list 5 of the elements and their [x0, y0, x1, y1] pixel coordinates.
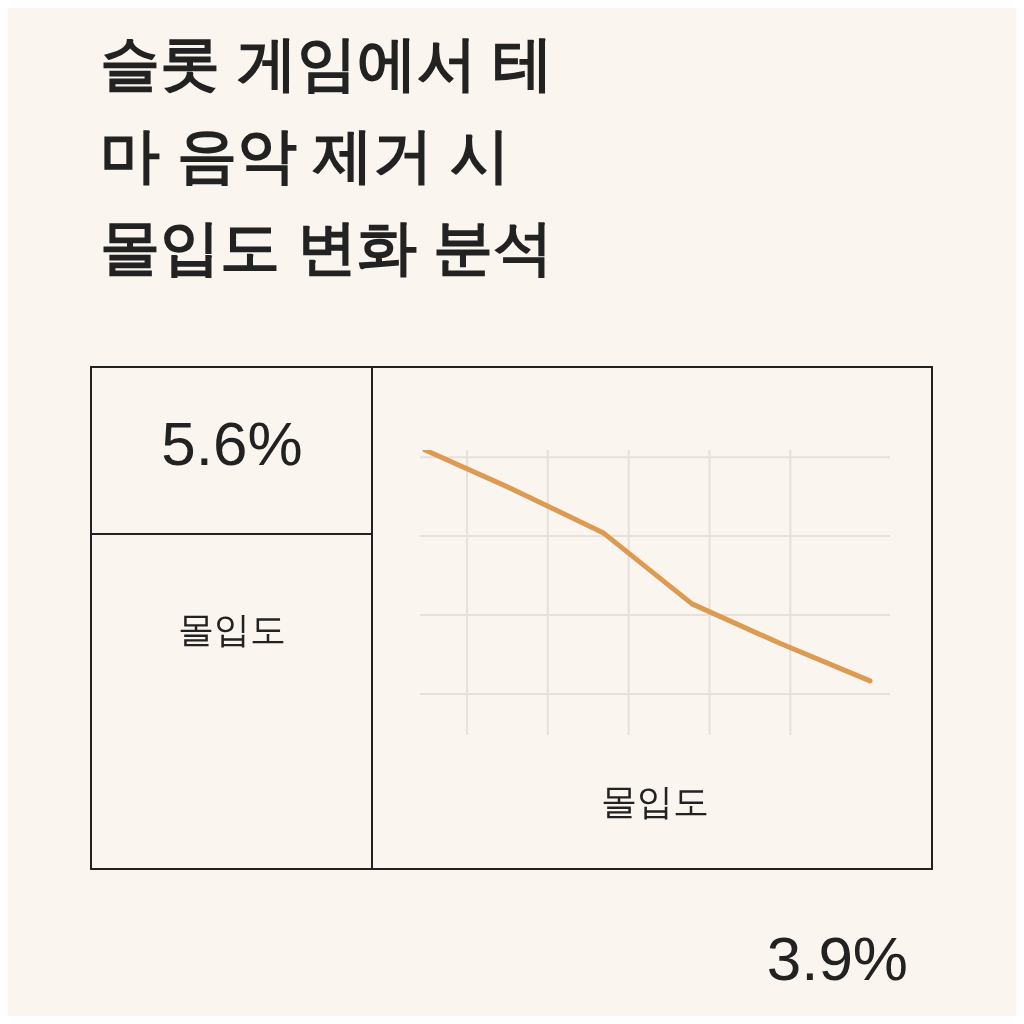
y-axis-title: 몰입도 — [177, 608, 287, 652]
x-axis-title: 몰입도 — [600, 780, 710, 824]
text: 5.6% — [160, 408, 304, 479]
text: 3.9% — [765, 923, 908, 994]
chart-title: 슬롯 게임에서 테마 음악 제거 시 몰입도 변화 분석 — [100, 29, 555, 283]
